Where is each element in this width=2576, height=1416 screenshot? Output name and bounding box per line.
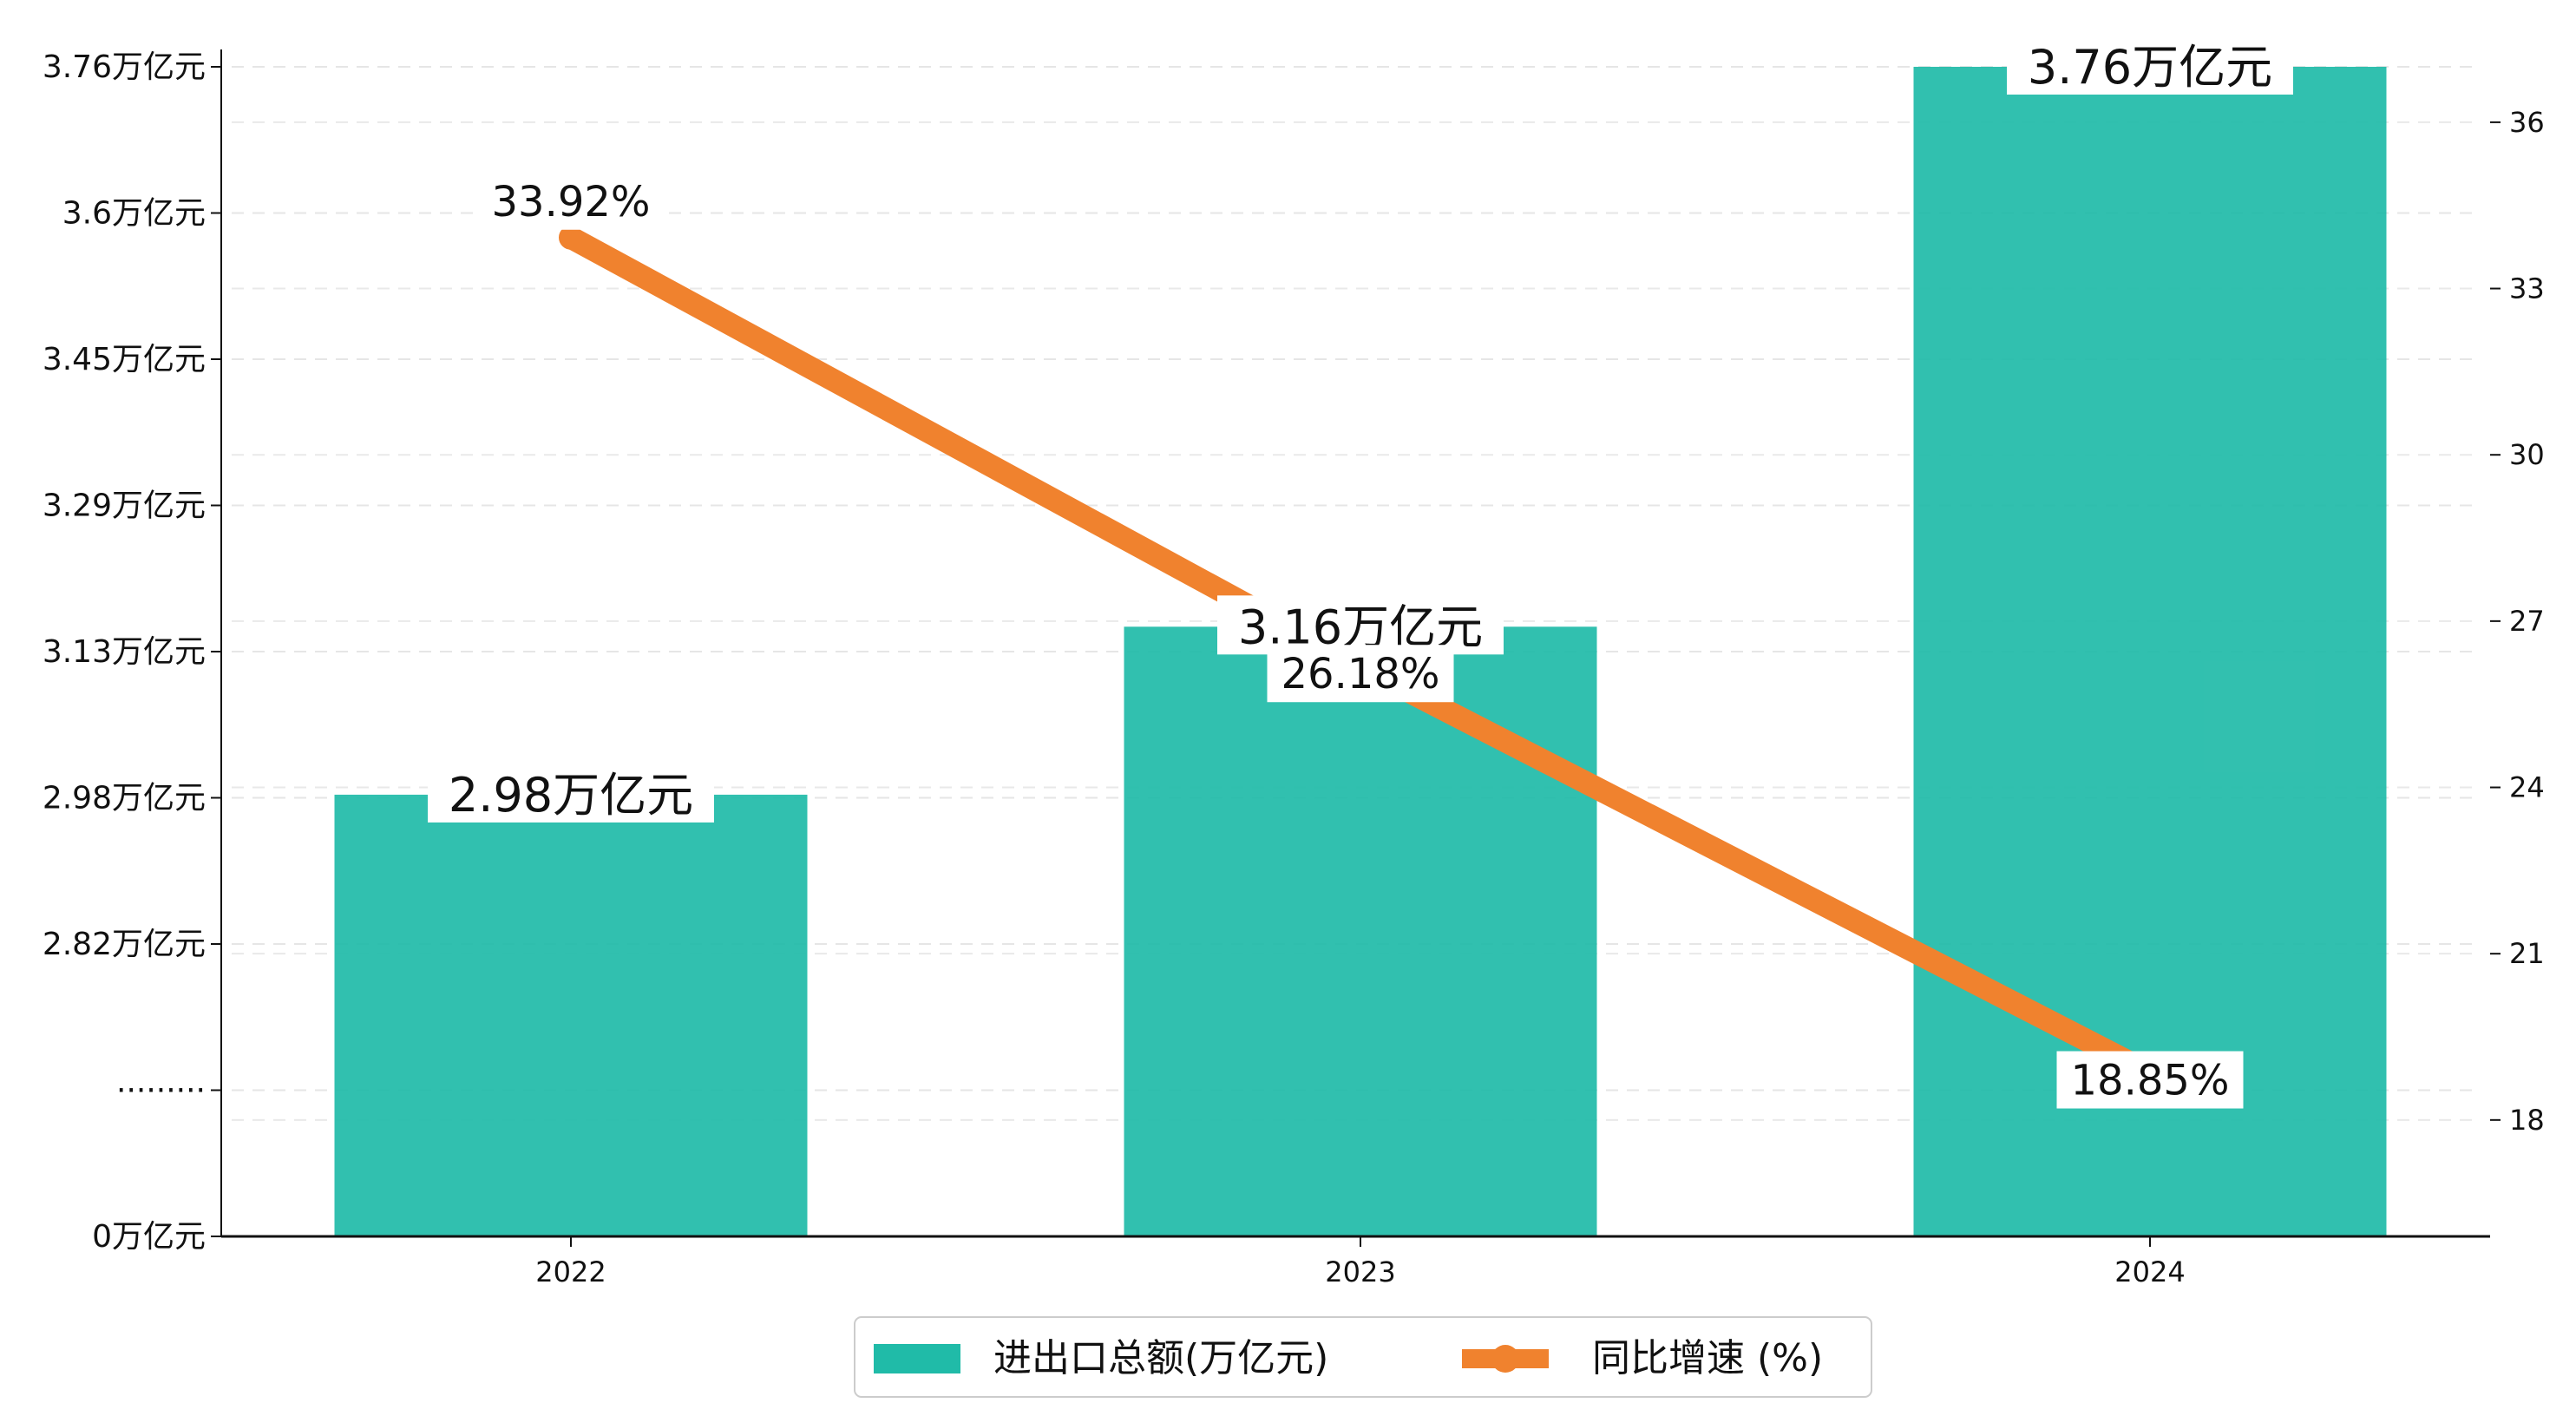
y-left-tick-label: 2.98万亿元	[43, 781, 206, 816]
line-label-box	[1267, 645, 1454, 703]
y-right-tick-label: 18	[2509, 1104, 2545, 1137]
line-labels: 33.92% 26.18% 18.85%	[477, 172, 2244, 1109]
line-label-box	[2056, 1051, 2244, 1109]
bar-2024	[1913, 67, 2387, 1236]
x-tick-label: 2024	[2114, 1255, 2185, 1288]
bar-value-label: 2.98万亿元	[449, 768, 693, 823]
legend-swatch-bar	[874, 1344, 960, 1373]
y-left-tick-label: 3.76万亿元	[43, 49, 206, 85]
line-value-label: 26.18%	[1281, 650, 1439, 698]
line-value-label: 18.85%	[2070, 1057, 2229, 1105]
x-tick-label: 2022	[535, 1255, 606, 1288]
line-value-label: 33.92%	[491, 178, 650, 226]
axes: 0万亿元 ········· 2.82万亿元 2.98万亿元 3.13万亿元 3.29万亿…	[43, 49, 2545, 1288]
y-right-tick-label: 36	[2509, 106, 2545, 139]
bar-label-box	[428, 763, 714, 823]
y-left-tick-label: 0万亿元	[92, 1219, 206, 1255]
x-tick-label: 2023	[1325, 1255, 1395, 1288]
y-left-tick-label: 2.82万亿元	[43, 927, 206, 962]
y-right-tick-label: 27	[2509, 605, 2545, 638]
line-label-box	[477, 172, 665, 230]
y-left-tick-label: 3.29万亿元	[43, 488, 206, 524]
bar-2023	[1124, 626, 1597, 1236]
legend-marker	[1491, 1345, 1519, 1373]
y-left-tick-label: 3.13万亿元	[43, 634, 206, 670]
bar-label-box	[2007, 36, 2293, 95]
y-left-tick-label: 3.6万亿元	[62, 196, 206, 232]
bars	[334, 67, 2387, 1236]
y-right-tick-label: 30	[2509, 438, 2545, 471]
y-right-tick-label: 24	[2509, 771, 2545, 804]
legend: 进出口总额(万亿元) 同比增速 (%)	[854, 1316, 1872, 1398]
bar-value-label: 3.76万亿元	[2028, 40, 2272, 95]
y-left-tick-label: ·········	[116, 1073, 206, 1109]
legend-label-bar: 进出口总额(万亿元)	[993, 1336, 1328, 1380]
bar-2022	[334, 794, 808, 1236]
bar-label-box	[1217, 595, 1504, 655]
y-left-tick-label: 3.45万亿元	[43, 342, 206, 377]
y-right-tick-label: 21	[2509, 937, 2545, 970]
legend-label-line: 同比增速 (%)	[1592, 1336, 1823, 1380]
legend-box	[854, 1316, 1872, 1398]
y-right-tick-label: 33	[2509, 272, 2545, 305]
growth-point-2022	[559, 225, 583, 250]
